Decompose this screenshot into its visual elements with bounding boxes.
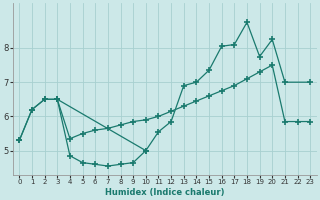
X-axis label: Humidex (Indice chaleur): Humidex (Indice chaleur) <box>105 188 225 197</box>
